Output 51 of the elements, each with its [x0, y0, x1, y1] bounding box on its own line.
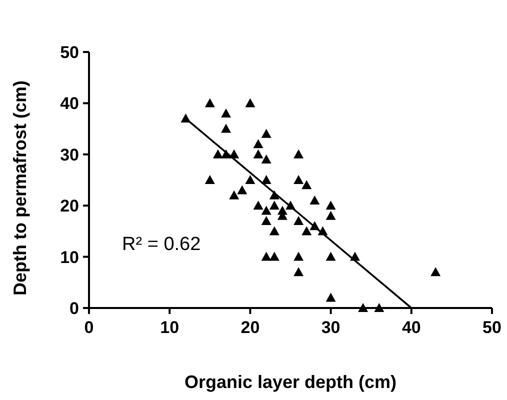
y-tick-label: 40 — [60, 94, 79, 114]
y-tick-label: 30 — [60, 145, 79, 164]
point — [261, 128, 272, 138]
point — [310, 195, 320, 204]
x-axis-title: Organic layer depth (cm) — [184, 372, 397, 392]
point — [294, 216, 304, 225]
point — [294, 149, 304, 158]
point — [253, 149, 264, 158]
point — [302, 180, 312, 190]
point — [269, 252, 280, 261]
point — [302, 226, 312, 236]
point — [204, 175, 215, 184]
y-tick-label: 50 — [60, 42, 79, 62]
point — [221, 124, 232, 133]
y-axis-title: Depth to permafrost (cm) — [10, 80, 30, 296]
point — [326, 200, 336, 210]
y-tick-label: 20 — [60, 196, 79, 216]
point — [261, 216, 272, 225]
point — [269, 226, 280, 236]
point — [245, 98, 256, 108]
point — [221, 108, 232, 118]
point — [229, 190, 240, 200]
point — [261, 206, 272, 215]
x-tick-label: 50 — [482, 318, 502, 337]
x-tick-label: 20 — [240, 318, 260, 337]
point — [253, 139, 264, 148]
point — [326, 252, 336, 261]
point — [374, 303, 384, 312]
x-tick-label: 30 — [321, 318, 340, 337]
annotation: R² = 0.62 — [122, 234, 201, 255]
point — [294, 175, 304, 184]
point — [294, 252, 304, 261]
point — [204, 98, 215, 108]
point — [326, 292, 336, 302]
x-tick-label: 10 — [160, 318, 180, 337]
point — [237, 185, 248, 194]
point — [261, 175, 272, 184]
x-tick-label: 0 — [84, 318, 94, 337]
point — [294, 267, 304, 276]
point — [358, 303, 368, 312]
point — [253, 200, 264, 210]
point — [261, 252, 272, 261]
point — [261, 154, 272, 164]
point — [326, 210, 336, 220]
point — [212, 149, 223, 158]
y-tick-label: 0 — [70, 298, 79, 318]
point — [245, 175, 256, 184]
point — [430, 267, 441, 276]
x-tick-label: 40 — [402, 318, 421, 337]
point — [269, 200, 280, 210]
y-tick-label: 10 — [60, 248, 79, 267]
